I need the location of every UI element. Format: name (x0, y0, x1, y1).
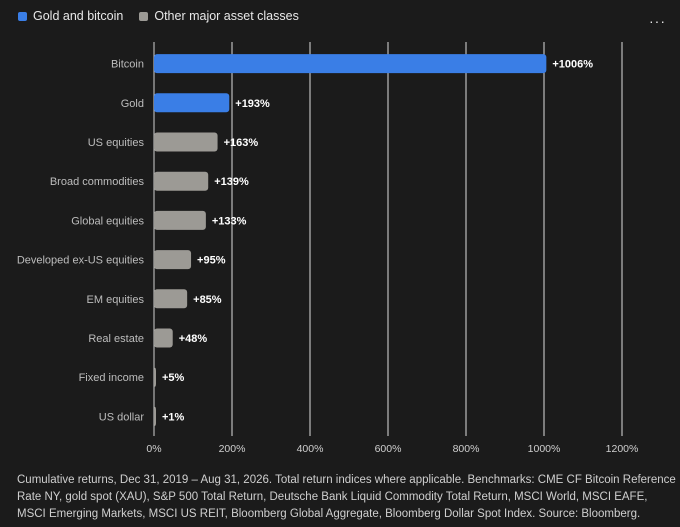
bar-developed-ex-us-equities (154, 250, 192, 270)
x-tick-label: 600% (375, 443, 402, 455)
x-tick-label: 200% (219, 443, 246, 455)
data-label: +193% (235, 98, 270, 110)
data-label: +133% (212, 215, 247, 227)
category-label: Gold (121, 98, 144, 110)
x-tick-label: 1200% (606, 443, 639, 455)
category-label: Global equities (71, 215, 144, 227)
bar-bitcoin (154, 54, 547, 74)
category-label: Developed ex-US equities (17, 255, 145, 267)
bar-global-equities (154, 210, 206, 230)
data-label: +1006% (552, 59, 593, 71)
chart-legend: Gold and bitcoin Other major asset class… (18, 9, 315, 23)
bar-real-estate (154, 328, 173, 348)
category-label: EM equities (87, 294, 145, 306)
legend-item-other-assets[interactable]: Other major asset classes (139, 9, 299, 23)
bar-us-dollar (154, 406, 156, 426)
data-label: +163% (224, 137, 259, 149)
x-tick-label: 1000% (528, 443, 561, 455)
legend-label-gold-bitcoin: Gold and bitcoin (33, 9, 124, 23)
data-label: +48% (179, 333, 208, 345)
category-label: US equities (88, 137, 145, 149)
bar-us-equities (154, 132, 218, 152)
category-label: Real estate (88, 333, 144, 345)
data-label: +1% (162, 411, 185, 423)
data-label: +95% (197, 255, 226, 267)
bar-em-equities (154, 289, 188, 309)
x-tick-label: 800% (453, 443, 480, 455)
x-tick-label: 400% (297, 443, 324, 455)
legend-label-other-assets: Other major asset classes (154, 9, 299, 23)
category-label: Fixed income (79, 372, 144, 384)
category-label: Bitcoin (111, 59, 144, 71)
x-tick-label: 0% (146, 443, 161, 455)
data-label: +139% (214, 176, 249, 188)
legend-item-gold-bitcoin[interactable]: Gold and bitcoin (18, 9, 123, 23)
bar-broad-commodities (154, 171, 209, 191)
bar-gold (154, 93, 230, 113)
category-label: US dollar (99, 411, 145, 423)
bar-chart: 0% 200% 400% 600% 800% 1000% 1200% Bitcoin +1006… (17, 42, 639, 455)
chart-caption: Cumulative returns, Dec 31, 2019 – Aug 3… (17, 474, 676, 520)
data-label: +85% (193, 294, 222, 306)
legend-swatch-gold-bitcoin (18, 11, 27, 21)
more-options-icon[interactable]: ··· (649, 13, 666, 29)
legend-swatch-other-assets (139, 11, 149, 21)
bar-fixed-income (154, 367, 156, 387)
category-label: Broad commodities (50, 176, 145, 188)
data-label: +5% (162, 372, 185, 384)
